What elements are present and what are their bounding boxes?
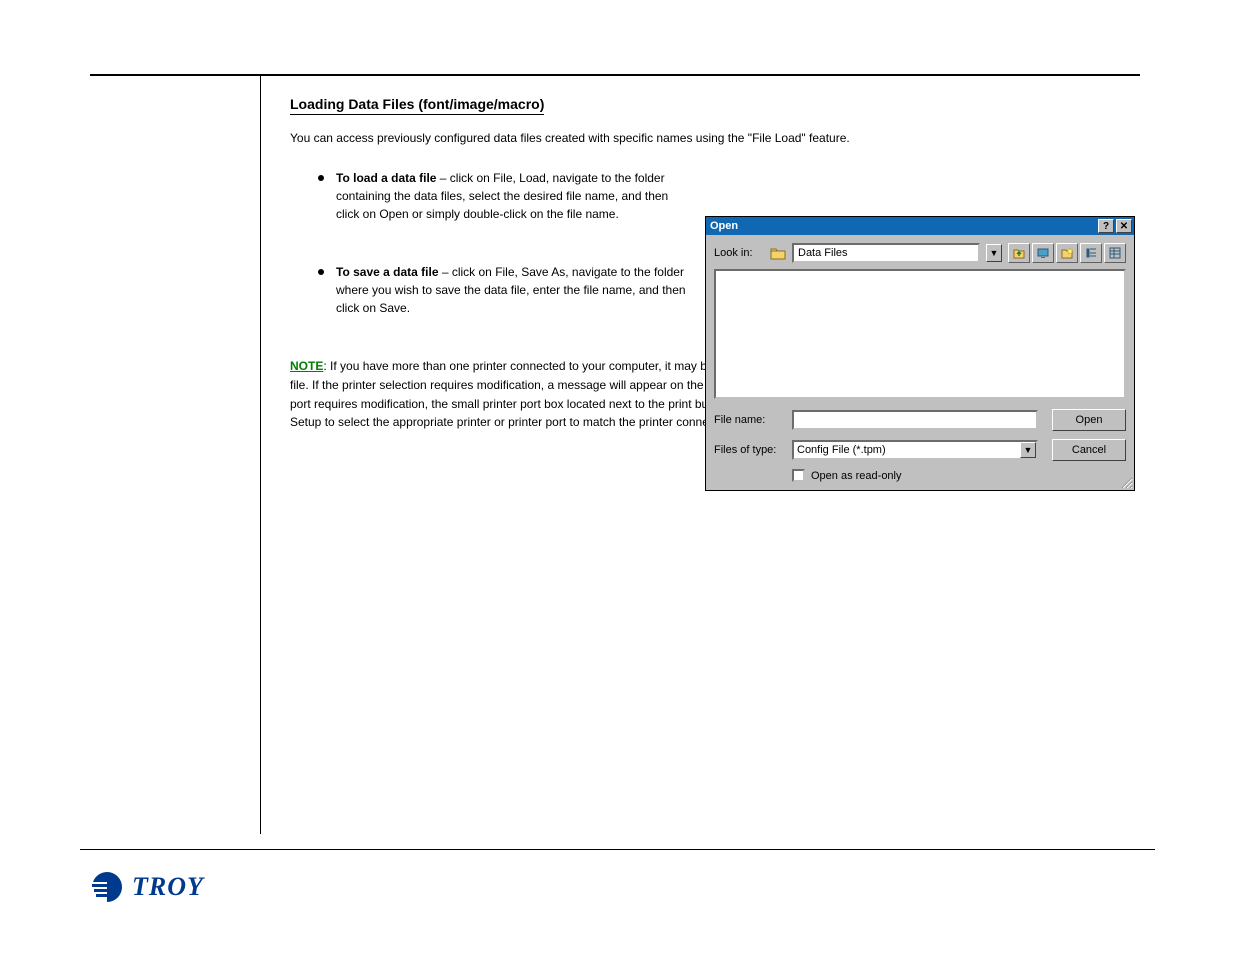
note-tag: NOTE [290,359,323,373]
filename-label: File name: [714,414,786,426]
readonly-checkbox[interactable] [792,469,805,482]
dialog-look-in-row: Look in: Data Files ▼ [706,235,1134,269]
filetype-dropdown[interactable]: Config File (*.tpm) ▼ [792,440,1038,460]
up-folder-icon[interactable] [1008,243,1030,263]
intro-text: You can access previously configured dat… [290,130,1125,147]
dialog-title: Open [710,220,738,232]
cancel-button[interactable]: Cancel [1052,439,1126,461]
look-in-dropdown[interactable]: Data Files [792,243,980,263]
chevron-down-icon[interactable]: ▼ [986,244,1002,262]
top-horizontal-rule [90,74,1140,76]
look-in-value: Data Files [798,247,848,259]
bullet-dot-icon [318,269,324,275]
list-view-icon[interactable] [1080,243,1102,263]
readonly-label: Open as read-only [811,470,902,482]
bullet-2-text: To save a data file – click on File, Sav… [336,263,690,317]
bullet-2-strong: To save a data file [336,265,439,279]
dialog-titlebar[interactable]: Open ? ✕ [706,217,1134,235]
bottom-horizontal-rule [80,849,1155,850]
help-icon[interactable]: ? [1098,219,1114,233]
chevron-down-icon[interactable]: ▼ [1020,442,1036,458]
resize-grip-icon[interactable] [1119,475,1133,489]
brand-text: TROY [132,872,204,902]
bullet-1-text: To load a data file – click on File, Loa… [336,169,690,223]
new-folder-icon[interactable] [1056,243,1078,263]
filename-input[interactable] [792,410,1038,430]
open-button[interactable]: Open [1052,409,1126,431]
details-view-icon[interactable] [1104,243,1126,263]
filetype-value: Config File (*.tpm) [797,444,886,456]
section-heading: Loading Data Files (font/image/macro) [290,96,544,115]
footer-logo: TROY [90,870,204,904]
open-dialog: Open ? ✕ Look in: Data Files ▼ [705,216,1135,491]
file-list-pane[interactable] [714,269,1126,399]
bullet-dot-icon [318,175,324,181]
brand-mark-icon [90,870,124,904]
folder-open-icon [770,246,786,260]
vertical-rule [260,74,261,834]
bullet-1-strong: To load a data file [336,171,436,185]
close-icon[interactable]: ✕ [1116,219,1132,233]
filetype-label: Files of type: [714,444,786,456]
look-in-label: Look in: [714,247,764,259]
desktop-icon[interactable] [1032,243,1054,263]
